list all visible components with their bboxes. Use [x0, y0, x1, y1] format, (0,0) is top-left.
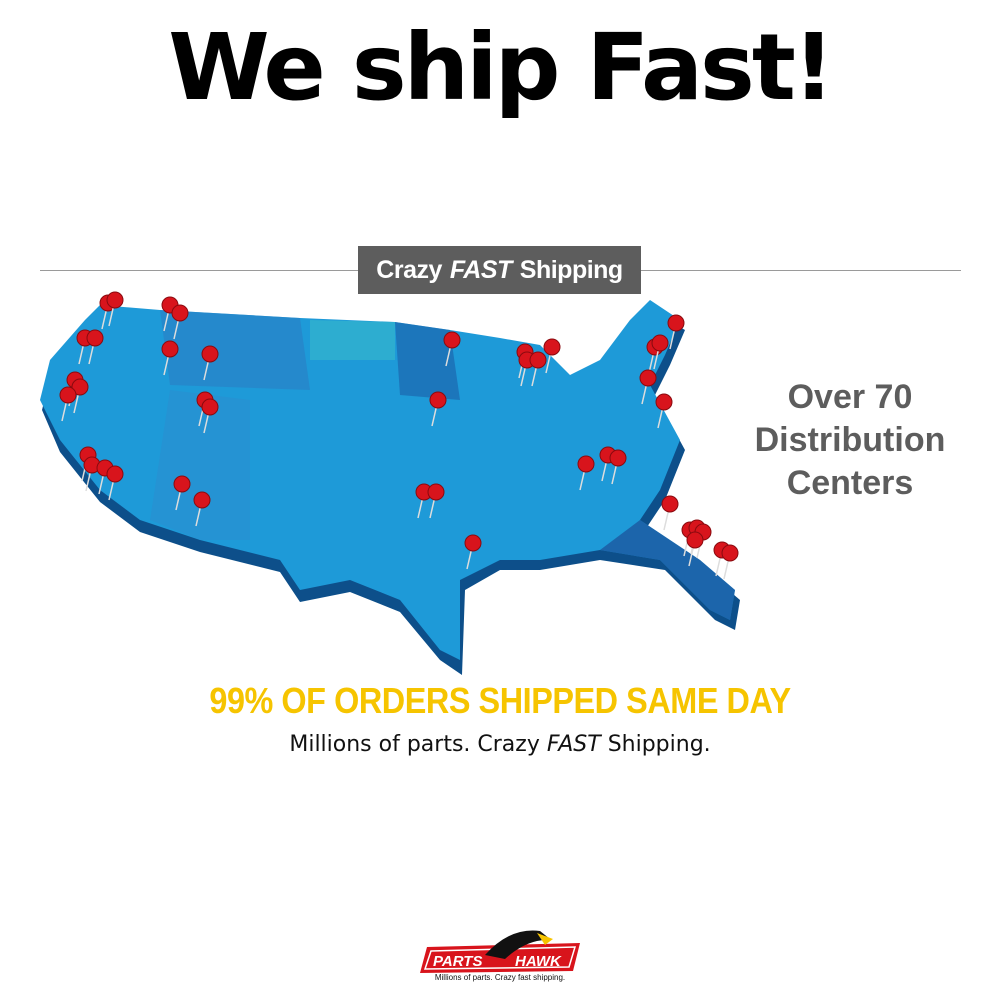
- same-day-headline: 99% OF ORDERS SHIPPED SAME DAY: [209, 680, 791, 721]
- map-pin-icon: [171, 304, 189, 322]
- map-pin-icon: [443, 331, 461, 349]
- tagline-1: Millions of parts. Crazy: [289, 732, 540, 757]
- map-region-north: [160, 310, 310, 390]
- map-pin-icon: [106, 465, 124, 483]
- map-region-southwest: [150, 390, 250, 540]
- divider-right: [641, 270, 961, 271]
- map-pin-icon: [201, 345, 219, 363]
- map-pin-icon: [639, 369, 657, 387]
- map-pin-icon: [173, 475, 191, 493]
- map-pin-icon: [193, 491, 211, 509]
- map-region-southeast: [600, 520, 735, 620]
- distribution-text: Over 70 Distribution Centers: [740, 376, 960, 505]
- map-pin-icon: [667, 314, 685, 332]
- map-pin-icon: [686, 531, 704, 549]
- map-pin-icon: [609, 449, 627, 467]
- tagline: Millions of parts. Crazy FAST Shipping.: [0, 732, 1000, 757]
- side-line-1: Over 70: [787, 378, 913, 416]
- map-pin-icon: [721, 544, 739, 562]
- side-line-2: Distribution: [754, 421, 946, 459]
- map-pin-icon: [655, 393, 673, 411]
- us-map: [40, 291, 740, 675]
- banner-text-2: FAST: [449, 255, 512, 284]
- map-pin-icon: [71, 378, 89, 396]
- map-pin-icon: [161, 340, 179, 358]
- tagline-2: FAST: [546, 732, 601, 757]
- logo-word-1: PARTS: [433, 953, 482, 970]
- tagline-3: Shipping.: [607, 732, 711, 757]
- map-pin-icon: [201, 398, 219, 416]
- map-pin-icon: [577, 455, 595, 473]
- map-region-plains: [310, 320, 395, 360]
- map-pin-icon: [427, 483, 445, 501]
- map-pin-icon: [106, 291, 124, 309]
- map-pin-icon: [464, 534, 482, 552]
- map-pin-icon: [429, 391, 447, 409]
- banner-text-3: Shipping: [519, 255, 623, 284]
- map-pin-icon: [59, 386, 77, 404]
- map-pin-icon: [86, 329, 104, 347]
- banner-text-1: Crazy: [376, 255, 442, 284]
- divider-left: [40, 270, 358, 271]
- parts-hawk-logo: PARTS HAWK Millions of parts. Crazy fast…: [415, 925, 585, 987]
- map-pin-icon: [543, 338, 561, 356]
- banner: Crazy FAST Shipping: [358, 246, 641, 294]
- map-land: [40, 300, 735, 660]
- map-pin-icon: [651, 334, 669, 352]
- headline: We ship Fast!: [168, 14, 835, 121]
- hawk-logo-graphic: PARTS HAWK: [420, 930, 580, 973]
- map-pin-icon: [529, 351, 547, 369]
- logo-slogan: Millions of parts. Crazy fast shipping.: [434, 973, 566, 982]
- map-pin-icon: [661, 495, 679, 513]
- side-line-3: Centers: [786, 464, 914, 502]
- logo-word-2: HAWK: [515, 953, 562, 970]
- pins-group: [59, 291, 739, 580]
